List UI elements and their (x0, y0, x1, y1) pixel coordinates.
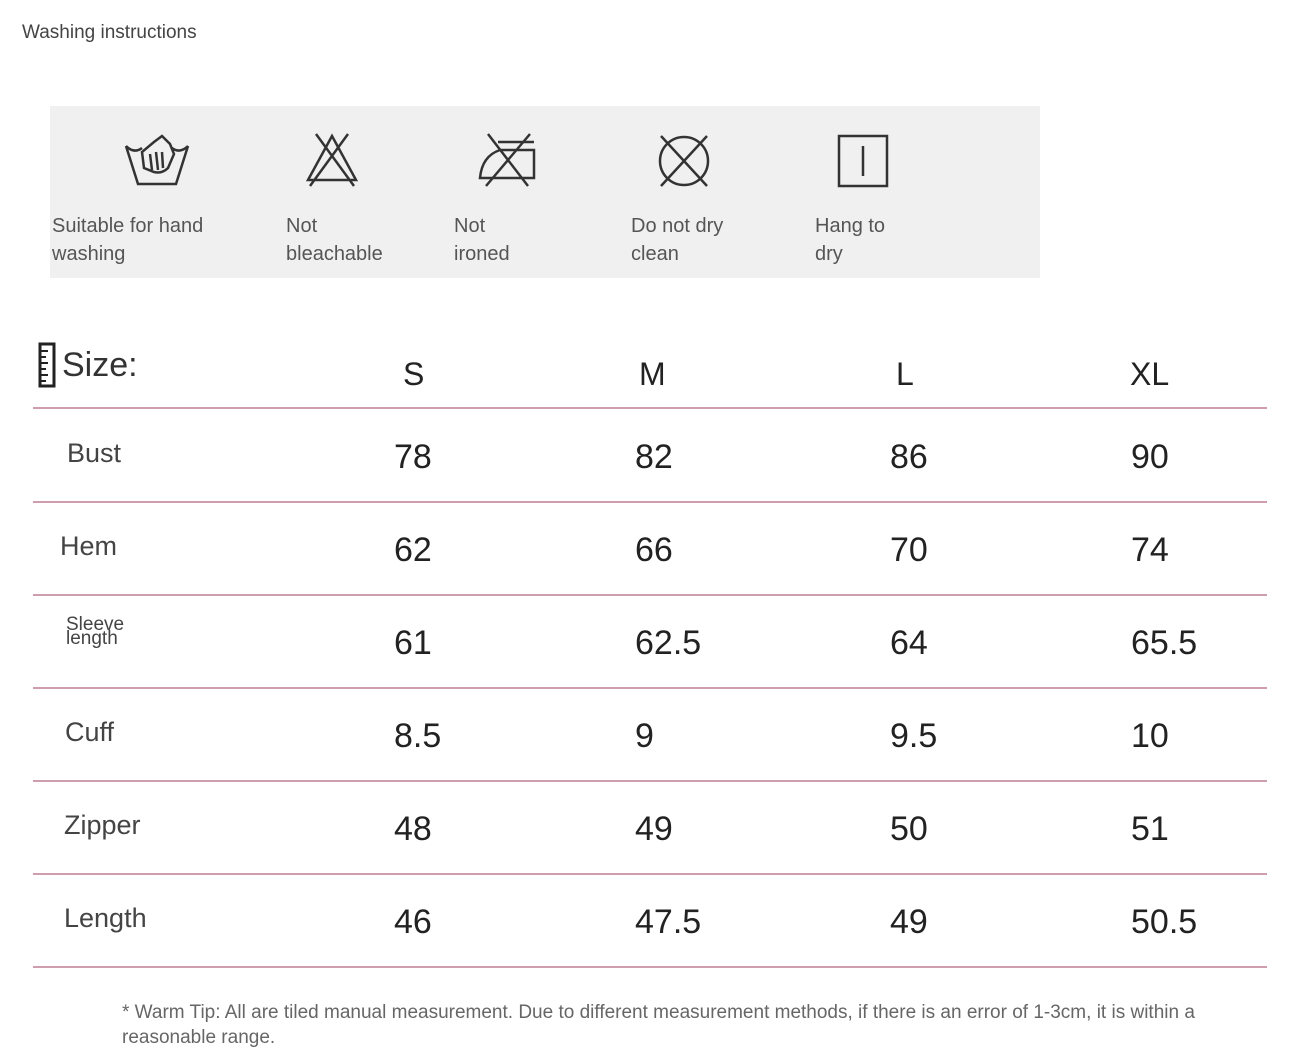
row-label: Zipper (64, 810, 141, 840)
cell-m: 62.5 (635, 624, 702, 662)
no-dry-clean-icon (658, 135, 710, 187)
page-title: Washing instructions (22, 22, 197, 43)
cell-xl: 90 (1131, 438, 1169, 476)
cell-m: 47.5 (635, 903, 702, 941)
divider (33, 873, 1267, 875)
cell-m: 49 (635, 810, 673, 848)
row-label: Length (64, 903, 147, 933)
divider (33, 966, 1267, 968)
cell-l: 70 (890, 531, 928, 569)
no-bleach-icon (305, 133, 359, 187)
care-label: Not ironed (454, 215, 510, 265)
care-label: Do not dry clean (631, 215, 724, 265)
cell-s: 62 (394, 531, 432, 569)
care-label: Suitable for hand washing (52, 215, 204, 265)
cell-xl: 50.5 (1131, 903, 1198, 941)
cell-xl: 74 (1131, 531, 1169, 569)
cell-l: 86 (890, 438, 928, 476)
size-label: Size: (62, 346, 138, 384)
cell-xl: 65.5 (1131, 624, 1198, 662)
hang-dry-icon (837, 134, 889, 188)
cell-m: 9 (635, 717, 654, 755)
cell-xl: 10 (1131, 717, 1169, 755)
cell-xl: 51 (1131, 810, 1169, 848)
care-label: Hang to dry (815, 215, 886, 265)
cell-m: 66 (635, 531, 673, 569)
care-label: Not bleachable (286, 215, 383, 265)
row-label: Sleeve length (66, 614, 125, 649)
cell-m: 82 (635, 438, 673, 476)
no-iron-icon (478, 133, 536, 187)
divider (33, 407, 1267, 409)
divider (33, 780, 1267, 782)
column-header-xl: XL (1130, 356, 1170, 392)
divider (33, 687, 1267, 689)
cell-l: 9.5 (890, 717, 938, 755)
row-label: Hem (60, 531, 118, 561)
divider (33, 501, 1267, 503)
hand-wash-icon (124, 134, 190, 186)
care-instructions-panel: Suitable for hand washing Not bleachable… (50, 106, 1040, 278)
cell-l: 64 (890, 624, 928, 662)
cell-s: 48 (394, 810, 432, 848)
warm-tip: * Warm Tip: All are tiled manual measure… (122, 1002, 1195, 1048)
cell-s: 46 (394, 903, 432, 941)
column-header-l: L (896, 356, 914, 392)
column-header-s: S (403, 356, 425, 392)
cell-s: 8.5 (394, 717, 442, 755)
row-label: Bust (67, 438, 122, 468)
ruler-icon (38, 342, 56, 388)
divider (33, 594, 1267, 596)
cell-s: 61 (394, 624, 432, 662)
column-header-m: M (639, 356, 666, 392)
row-label: Cuff (65, 717, 115, 747)
cell-l: 50 (890, 810, 928, 848)
cell-l: 49 (890, 903, 928, 941)
cell-s: 78 (394, 438, 432, 476)
